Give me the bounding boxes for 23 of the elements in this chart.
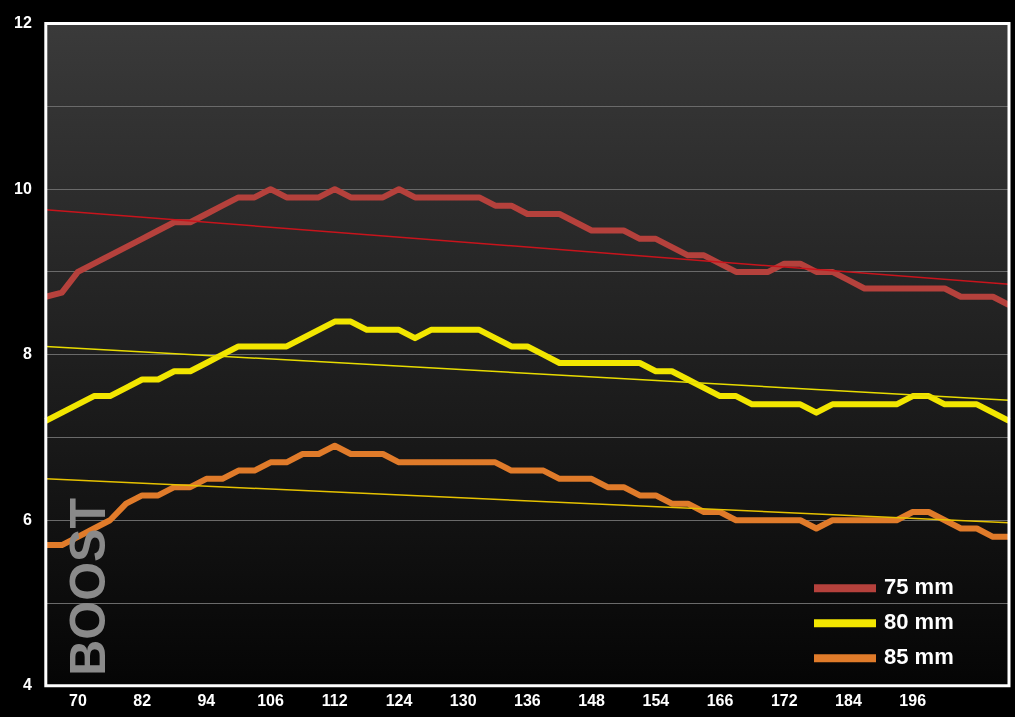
x-tick-label: 130 bbox=[449, 691, 477, 709]
legend-label: 75 mm bbox=[884, 574, 954, 600]
legend-label: 80 mm bbox=[884, 609, 954, 635]
x-tick-label: 184 bbox=[835, 691, 862, 709]
y-tick-label: 6 bbox=[22, 510, 32, 528]
x-tick-label: 172 bbox=[770, 691, 798, 709]
x-tick-label: 70 bbox=[69, 691, 87, 709]
x-tick-label: 154 bbox=[642, 691, 670, 709]
x-tick-label: 166 bbox=[706, 691, 734, 709]
x-tick-label: 124 bbox=[385, 691, 413, 709]
y-tick-label: 8 bbox=[22, 345, 32, 363]
y-axis-title: BOOST bbox=[59, 498, 116, 676]
x-tick-label: 112 bbox=[321, 691, 348, 709]
x-tick-label: 82 bbox=[133, 691, 152, 709]
y-tick-label: 12 bbox=[14, 14, 32, 32]
x-tick-label: 106 bbox=[257, 691, 284, 709]
x-tick-label: 94 bbox=[197, 691, 216, 709]
x-tick-label: 196 bbox=[899, 691, 927, 709]
y-tick-label: 10 bbox=[14, 179, 32, 197]
y-tick-label: 4 bbox=[22, 676, 32, 694]
legend-label: 85 mm bbox=[884, 644, 954, 670]
x-tick-label: 136 bbox=[514, 691, 541, 709]
x-tick-label: 148 bbox=[578, 691, 606, 709]
